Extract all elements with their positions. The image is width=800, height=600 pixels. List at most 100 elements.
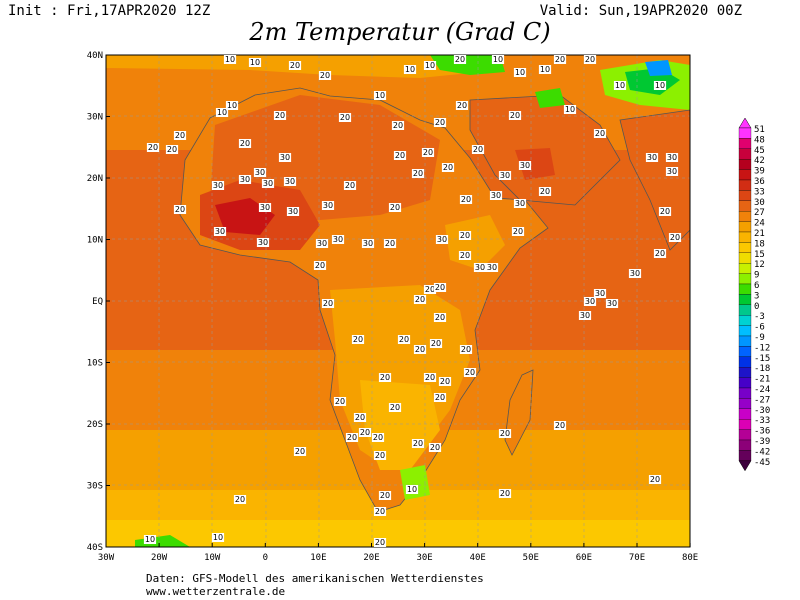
contour-label: 20 (650, 475, 660, 484)
legend-value: 18 (754, 239, 765, 249)
legend-swatch (738, 387, 752, 399)
legend-value: 12 (754, 260, 765, 270)
contour-label: 20 (423, 148, 433, 157)
contour-label: 30 (487, 263, 497, 272)
lat-tick-label: 40N (87, 51, 103, 61)
legend-swatch (738, 283, 752, 295)
contour-label: 30 (213, 181, 223, 190)
lon-tick-label: 40E (470, 553, 486, 563)
contour-label: 10 (217, 108, 227, 117)
contour-label: 30 (285, 177, 295, 186)
legend-top-arrow (738, 117, 752, 129)
legend-swatch (738, 211, 752, 222)
legend-value: 21 (754, 229, 765, 239)
contour-label: 20 (353, 335, 363, 344)
contour-label: 20 (670, 233, 680, 242)
contour-label: 20 (425, 373, 435, 382)
legend-value: -3 (754, 312, 765, 322)
contour-label: 30 (667, 167, 677, 176)
contour-label: 20 (235, 495, 245, 504)
legend-swatch (738, 315, 752, 326)
contour-label: 20 (435, 118, 445, 127)
contour-label: 20 (455, 55, 465, 64)
contour-label: 20 (393, 121, 403, 130)
legend-value: 45 (754, 146, 765, 156)
contour-label: 30 (260, 203, 270, 212)
legend-swatch (738, 346, 752, 357)
legend-swatch (738, 429, 752, 441)
contour-label: 10 (565, 105, 575, 114)
contour-label: 20 (555, 421, 565, 430)
contour-label: 10 (515, 68, 525, 77)
contour-label: 20 (385, 239, 395, 248)
legend-value: 24 (754, 219, 765, 229)
contour-label: 20 (315, 261, 325, 270)
contour-label: 30 (667, 153, 677, 162)
lat-tick-label: 30N (87, 113, 103, 123)
footer-source: Daten: GFS-Modell des amerikanischen Wet… (146, 572, 484, 585)
contour-label: 20 (431, 339, 441, 348)
contour-label: 30 (240, 175, 250, 184)
contour-label: 30 (323, 201, 333, 210)
contour-label: 20 (595, 129, 605, 138)
legend-swatch (738, 252, 752, 264)
contour-label: 20 (430, 443, 440, 452)
contour-label: 30 (630, 269, 640, 278)
contour-label: 20 (435, 313, 445, 322)
legend-value: -6 (754, 323, 765, 333)
contour-label: 30 (647, 153, 657, 162)
legend-swatch (738, 148, 752, 160)
contour-label: 10 (540, 65, 550, 74)
legend-swatch (738, 408, 752, 420)
lat-tick-label: 40S (87, 543, 103, 553)
legend-swatch (738, 169, 752, 181)
legend-swatch (738, 200, 752, 212)
contour-label: 10 (227, 101, 237, 110)
contour-label: 20 (473, 145, 483, 154)
contour-label: 30 (607, 299, 617, 308)
legend-value: -33 (754, 416, 770, 426)
lon-tick-label: 80E (682, 553, 698, 563)
contour-label: 30 (585, 297, 595, 306)
longitude-axis: 30W 20W 10W 0 10E 20E 30E 40E 50E 60E 70E 80E (98, 543, 698, 563)
contour-label: 20 (295, 447, 305, 456)
lat-tick-label: 20N (87, 174, 103, 184)
contour-label: 20 (440, 377, 450, 386)
contour-label: 20 (425, 285, 435, 294)
contour-label: 20 (461, 345, 471, 354)
legend-value: -24 (754, 385, 770, 395)
lon-tick-label: 0 (263, 553, 268, 563)
legend-value: -18 (754, 364, 770, 374)
valid-time: Valid: Sun,19APR2020 00Z (539, 3, 742, 19)
contour-label: 30 (437, 235, 447, 244)
legend-swatch (738, 294, 752, 305)
legend-value: 3 (754, 291, 759, 301)
contour-label: 30 (520, 161, 530, 170)
contour-label: 10 (250, 58, 260, 67)
legend-value: -12 (754, 343, 770, 353)
lat-tick-label: 10S (87, 359, 103, 369)
lat-tick-label: 20S (87, 420, 103, 430)
contour-label: 30 (333, 235, 343, 244)
contour-label: 20 (510, 111, 520, 120)
legend-value: -45 (754, 458, 770, 468)
contour-label: 30 (363, 239, 373, 248)
legend-swatch (738, 190, 752, 201)
lon-tick-label: 10E (310, 553, 326, 563)
lon-tick-label: 20W (151, 553, 168, 563)
contour-label: 30 (491, 191, 501, 200)
lon-tick-label: 60E (576, 553, 592, 563)
contour-label: 20 (413, 439, 423, 448)
contour-label: 20 (175, 131, 185, 140)
legend-value: 15 (754, 250, 765, 260)
contour-label: 20 (320, 71, 330, 80)
contour-label: 20 (323, 299, 333, 308)
contour-label: 20 (380, 491, 390, 500)
legend-swatch (738, 179, 752, 191)
contour-label: 20 (375, 538, 385, 547)
lon-tick-label: 30E (416, 553, 432, 563)
lat-tick-label: EQ (92, 297, 103, 307)
contour-label: 30 (255, 168, 265, 177)
legend-swatch (738, 231, 752, 243)
